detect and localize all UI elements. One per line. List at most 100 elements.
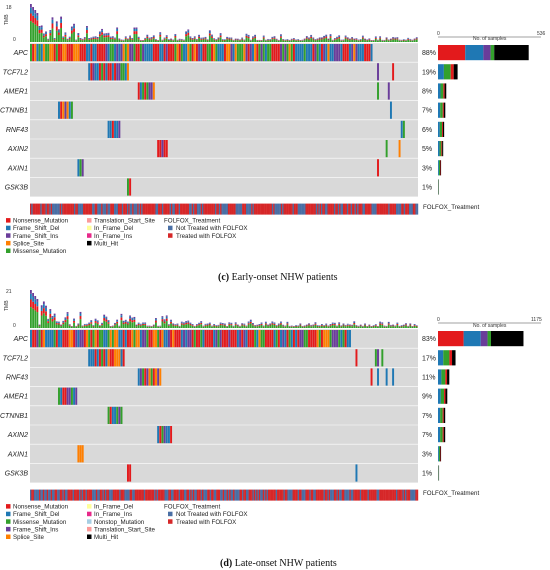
- tmb-bar-segment: [157, 40, 160, 42]
- folfox-cell: [260, 489, 262, 501]
- folfox-cell: [73, 203, 76, 215]
- tmb-bar-segment: [191, 325, 194, 326]
- tmb-bar-segment: [254, 325, 257, 327]
- tmb-bar-segment: [392, 326, 394, 328]
- mutation-cell: [165, 140, 168, 158]
- folfox-cell: [181, 203, 183, 215]
- tmb-bar-segment: [241, 324, 244, 326]
- tmb-bar-segment: [269, 39, 272, 41]
- tmb-bar-segment: [413, 40, 416, 42]
- tmb-bar-segment: [336, 38, 338, 40]
- folfox-cell: [261, 203, 263, 215]
- tmb-bar-segment: [258, 324, 261, 326]
- tmb-bar-segment: [204, 37, 207, 39]
- folfox-cell: [401, 489, 403, 501]
- tmb-bar-segment: [361, 326, 364, 328]
- tmb-bar-segment: [167, 39, 170, 41]
- folfox-cell: [415, 489, 417, 501]
- tmb-bar-segment: [146, 38, 149, 42]
- folfox-cell: [380, 203, 382, 215]
- folfox-cell: [284, 489, 287, 501]
- tmb-bar-segment: [364, 325, 366, 328]
- tmb-bar-segment: [247, 321, 250, 323]
- tmb-bar-segment: [120, 40, 123, 41]
- tmb-bar-segment: [321, 37, 323, 39]
- tmb-bar-segment: [193, 326, 196, 328]
- gene-label: AXIN2: [7, 432, 28, 439]
- tmb-bar-segment: [40, 25, 43, 28]
- mutation-cell: [81, 330, 84, 348]
- frequency-bar-segment: [440, 446, 442, 462]
- folfox-cell: [172, 203, 174, 215]
- tmb-bar-segment: [133, 321, 136, 328]
- tmb-bar-segment: [325, 325, 328, 328]
- tmb-bar-segment: [219, 322, 222, 324]
- tmb-bar-segment: [314, 323, 317, 325]
- folfox-cell: [293, 203, 296, 215]
- tmb-bar-segment: [111, 37, 114, 39]
- mutation-cell: [297, 44, 300, 62]
- mutation-cell: [353, 44, 356, 62]
- tmb-bar-segment: [234, 40, 237, 42]
- folfox-cell: [183, 203, 186, 215]
- tmb-bar-segment: [55, 321, 58, 323]
- folfox-cell: [393, 203, 395, 215]
- folfox-cell: [306, 489, 309, 501]
- mutation-cell: [400, 120, 403, 138]
- tmb-bar-segment: [374, 38, 377, 42]
- tmb-bar-segment: [62, 37, 65, 39]
- tmb-bar-segment: [47, 322, 50, 328]
- tmb-bar-segment: [144, 324, 147, 328]
- gene-label: AXIN1: [7, 451, 28, 458]
- tmb-bar-segment: [411, 40, 414, 42]
- mutation-cell: [243, 44, 246, 62]
- tmb-bar-segment: [101, 324, 103, 326]
- folfox-cell: [226, 489, 229, 501]
- legend-label: Treated with FOLFOX: [176, 233, 236, 240]
- folfox-cell: [384, 203, 386, 215]
- tmb-bar-segment: [254, 36, 257, 39]
- folfox-cell: [204, 203, 207, 215]
- tmb-bar-segment: [316, 326, 319, 328]
- tmb-bar-segment: [129, 35, 131, 37]
- folfox-cell: [33, 203, 36, 215]
- tmb-bar-segment: [101, 28, 103, 31]
- tmb-bar-segment: [34, 18, 37, 25]
- mutation-cell: [208, 330, 211, 348]
- tmb-bar-segment: [336, 39, 338, 42]
- mutation-matrix: [30, 42, 418, 197]
- tmb-bar-segment: [124, 320, 127, 322]
- mutation-cell: [159, 426, 162, 444]
- folfox-cell: [89, 489, 91, 501]
- folfox-cell: [120, 489, 123, 501]
- tmb-bar-segment: [409, 40, 412, 42]
- tmb-bar-segment: [159, 33, 162, 35]
- folfox-cell: [133, 489, 135, 501]
- tmb-bar-segment: [321, 324, 323, 326]
- tmb-bar-segment: [40, 27, 43, 30]
- mutation-cell: [49, 330, 52, 348]
- tmb-bar-segment: [349, 38, 351, 40]
- tmb-bar-segment: [47, 39, 50, 41]
- folfox-cell: [222, 489, 225, 501]
- mutation-cell: [73, 387, 76, 405]
- folfox-cell: [328, 203, 331, 215]
- tmb-bar-segment: [172, 40, 175, 41]
- folfox-cell: [217, 489, 220, 501]
- tmb-bar-segment: [204, 324, 207, 326]
- folfox-cell: [295, 489, 297, 501]
- folfox-cell: [151, 203, 154, 215]
- tmb-bar-segment: [290, 39, 293, 41]
- tmb-bar-segment: [68, 38, 71, 40]
- folfox-cell: [83, 203, 85, 215]
- tmb-bar-segment: [73, 320, 75, 323]
- tmb-bar-segment: [325, 36, 328, 38]
- mutation-cell: [234, 330, 237, 348]
- tmb-bar-segment: [228, 324, 231, 328]
- folfox-cell: [152, 203, 155, 215]
- tmb-bar-segment: [47, 321, 50, 323]
- tmb-bar-segment: [329, 325, 332, 328]
- folfox-cell: [359, 203, 362, 215]
- tmb-bar-segment: [163, 38, 166, 40]
- tmb-bar-segment: [297, 39, 300, 41]
